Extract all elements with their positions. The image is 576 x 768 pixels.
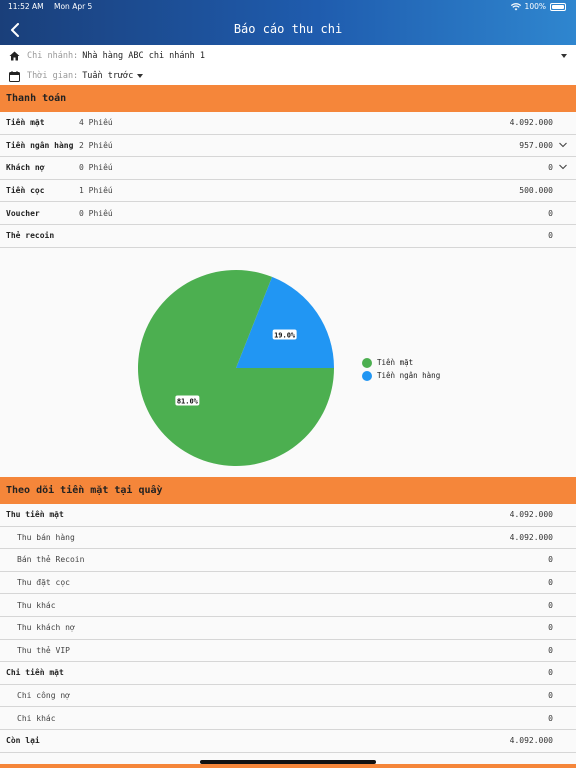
wifi-icon xyxy=(510,2,521,10)
cash-row-name: Chi tiền mặt xyxy=(6,668,64,678)
time-selector[interactable]: Thời gian: Tuần trước xyxy=(9,68,144,84)
cash-row-amount: 0 xyxy=(548,713,553,723)
cash-subrow: Thu khác 0 xyxy=(0,594,576,617)
payment-section-header: Thanh toán xyxy=(0,85,576,112)
battery-percent: 100% xyxy=(524,2,546,11)
payment-count: 2 Phiếu xyxy=(79,140,113,150)
cash-row-amount: 4.092.000 xyxy=(509,532,553,542)
filter-panel: Chi nhánh: Nhà hàng ABC chi nhánh 1 Thời… xyxy=(0,45,576,85)
cash-subrow: Chi khác 0 xyxy=(0,707,576,730)
branch-selector[interactable]: Chi nhánh: Nhà hàng ABC chi nhánh 1 xyxy=(9,48,567,64)
legend-item: Tiền ngân hàng xyxy=(362,369,440,382)
payment-amount: 500.000 xyxy=(519,186,553,196)
payment-amount: 0 xyxy=(548,231,553,241)
chart-legend: Tiền mặt Tiền ngân hàng xyxy=(362,356,440,382)
cash-row-name: Còn lại xyxy=(6,736,40,746)
cash-subrow: Thu thẻ VIP 0 xyxy=(0,639,576,663)
cash-row: Chi tiền mặt 0 xyxy=(0,662,576,685)
cash-row-name: Bán thẻ Recoin xyxy=(17,555,85,565)
cash-row: Còn lại 4.092.000 xyxy=(0,729,576,753)
payment-row[interactable]: Khách nợ 0 Phiếu 0 xyxy=(0,157,576,180)
cash-row-amount: 4.092.000 xyxy=(509,736,553,746)
cash-row-name: Thu khác xyxy=(17,600,56,610)
cash-row-amount: 0 xyxy=(548,600,553,610)
payment-amount: 4.092.000 xyxy=(509,118,553,128)
legend-item: Tiền mặt xyxy=(362,356,440,369)
cash-row-amount: 0 xyxy=(548,668,553,678)
cash-row-amount: 0 xyxy=(548,645,553,655)
cash-row: Thu tiền mặt 4.092.000 xyxy=(0,504,576,527)
bottom-strip xyxy=(0,764,576,768)
cash-subrow: Thu khách nợ 0 xyxy=(0,616,576,640)
chevron-down-icon[interactable] xyxy=(558,140,568,150)
cash-subrow: Thu đặt cọc 0 xyxy=(0,571,576,595)
chevron-left-icon xyxy=(11,23,19,37)
cash-row-amount: 4.092.000 xyxy=(509,510,553,520)
cash-row-name: Chi khác xyxy=(17,713,56,723)
payment-count: 0 Phiếu xyxy=(79,208,113,218)
cash-row-amount: 0 xyxy=(548,555,553,565)
payment-row: Voucher 0 Phiếu 0 xyxy=(0,202,576,225)
pie-slice xyxy=(138,270,334,466)
branch-value: Nhà hàng ABC chi nhánh 1 xyxy=(82,51,206,61)
legend-color-dot xyxy=(362,357,372,368)
cash-row-amount: 0 xyxy=(548,623,553,633)
payment-amount: 957.000 xyxy=(519,140,553,150)
calendar-icon xyxy=(9,70,20,82)
cash-row-name: Thu đặt cọc xyxy=(17,578,70,588)
cash-subrow: Thu bán hàng 4.092.000 xyxy=(0,526,576,550)
legend-label: Tiền ngân hàng xyxy=(377,371,441,380)
branch-label: Chi nhánh: xyxy=(27,51,79,61)
battery-icon xyxy=(550,2,566,11)
payment-name: Tiền cọc xyxy=(6,186,45,196)
payment-count: 1 Phiếu xyxy=(79,186,113,196)
payment-row: Tiền mặt 4 Phiếu 4.092.000 xyxy=(0,112,576,135)
payment-count: 0 Phiếu xyxy=(79,163,113,173)
cash-subrow: Bán thẻ Recoin 0 xyxy=(0,549,576,572)
cash-tracking-list: Thu tiền mặt 4.092.000 Thu bán hàng 4.092.0… xyxy=(0,504,576,753)
cash-row-name: Thu bán hàng xyxy=(17,532,75,542)
status-date: Mon Apr 5 xyxy=(54,2,93,11)
payment-row: Thẻ recoin 0 xyxy=(0,224,576,248)
pie-slice-label: 19.0% xyxy=(272,329,297,340)
home-indicator[interactable] xyxy=(200,760,376,764)
payment-name: Tiền mặt xyxy=(6,118,45,128)
pie-slice xyxy=(236,276,334,368)
back-button[interactable] xyxy=(6,20,24,40)
payment-count: 4 Phiếu xyxy=(79,118,113,128)
payment-row[interactable]: Tiền ngân hàng 2 Phiếu 957.000 xyxy=(0,134,576,158)
cash-row-amount: 0 xyxy=(548,691,553,701)
payment-list: Tiền mặt 4 Phiếu 4.092.000 Tiền ngân hàng 2 … xyxy=(0,112,576,248)
cash-subrow: Chi công nợ 0 xyxy=(0,684,576,708)
cash-row-name: Thu thẻ VIP xyxy=(17,645,70,655)
dropdown-arrow-icon xyxy=(561,54,567,58)
page-title: Báo cáo thu chi xyxy=(233,22,343,36)
time-label: Thời gian: xyxy=(27,71,79,81)
cash-row-name: Thu tiền mặt xyxy=(6,510,64,520)
payment-name: Khách nợ xyxy=(6,163,45,173)
cash-row-name: Thu khách nợ xyxy=(17,623,75,633)
pie-percent-label: 81.0% xyxy=(177,398,199,406)
payment-name: Tiền ngân hàng xyxy=(6,140,74,150)
home-icon xyxy=(9,51,20,61)
legend-color-dot xyxy=(362,370,372,381)
payment-row: Tiền cọc 1 Phiếu 500.000 xyxy=(0,179,576,203)
dropdown-arrow-icon xyxy=(137,74,144,78)
pie-chart-svg: 19.0% 81.0% xyxy=(138,270,334,466)
legend-label: Tiền mặt xyxy=(377,358,414,367)
navigation-bar: 11:52 AM Mon Apr 5 100% Báo cáo thu chi xyxy=(0,0,576,45)
pie-percent-label: 19.0% xyxy=(274,331,296,339)
payment-name: Thẻ recoin xyxy=(6,231,55,241)
payment-amount: 0 xyxy=(548,163,553,173)
cash-tracking-section-header: Theo dõi tiền mặt tại quầy xyxy=(0,477,576,504)
cash-row-name: Chi công nợ xyxy=(17,691,70,701)
pie-slice-label: 81.0% xyxy=(175,395,200,406)
payment-amount: 0 xyxy=(548,208,553,218)
time-value: Tuần trước xyxy=(82,71,134,81)
payment-name: Voucher xyxy=(6,208,40,218)
status-time: 11:52 AM xyxy=(8,2,44,11)
status-bar: 11:52 AM Mon Apr 5 100% xyxy=(0,2,576,13)
chevron-down-icon[interactable] xyxy=(558,162,568,172)
cash-row-amount: 0 xyxy=(548,578,553,588)
